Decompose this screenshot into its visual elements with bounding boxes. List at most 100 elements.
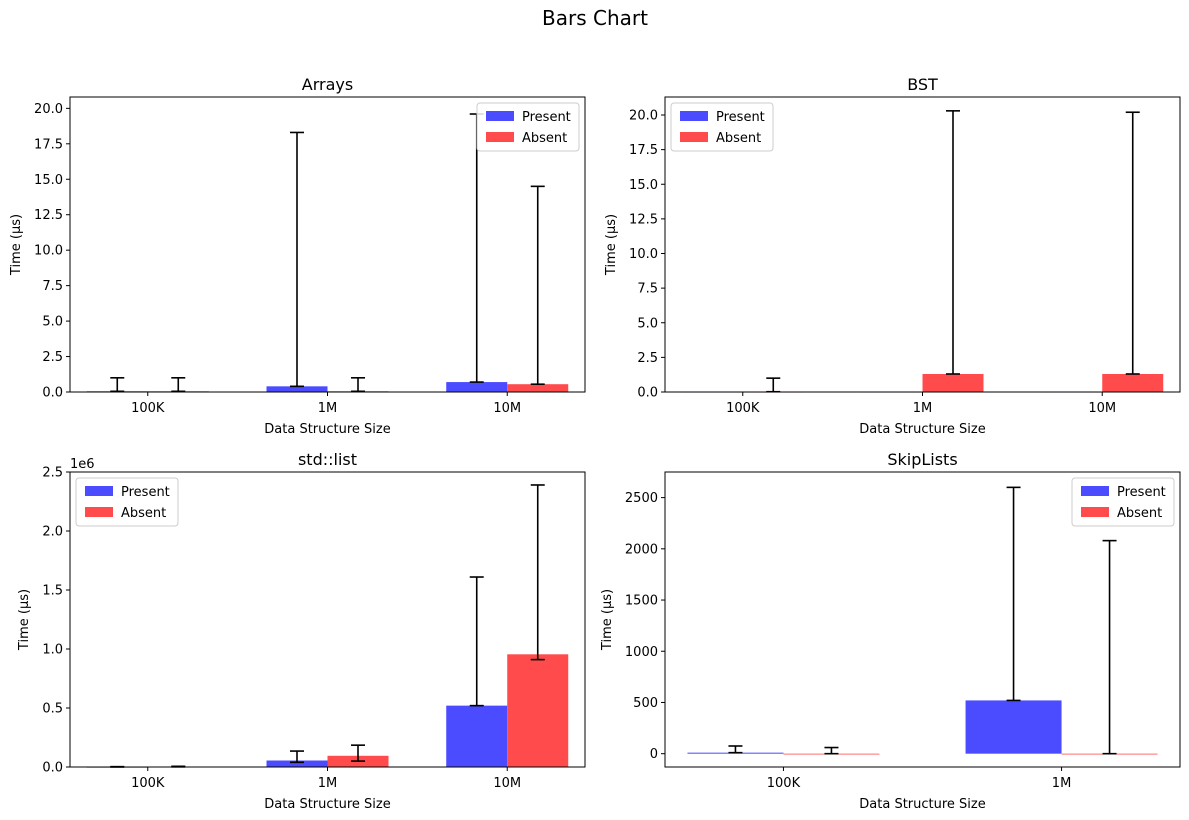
x-tick-label: 1M bbox=[913, 401, 933, 416]
subplot-1: 0.0 2.5 5.0 7.5 10.0 12.5 15.0 17.5 20.0 100K 1M 10… bbox=[604, 75, 1181, 437]
legend-label-absent: Absent bbox=[121, 506, 166, 521]
bar-present-10M bbox=[446, 705, 508, 767]
y-tick-label: 1.5 bbox=[42, 584, 63, 599]
subplot-0: 0.0 2.5 5.0 7.5 10.0 12.5 15.0 17.5 20.0 100K 1M 10… bbox=[9, 75, 586, 437]
y-tick-label: 2500 bbox=[625, 491, 658, 506]
errorbar-absent-1M bbox=[351, 744, 365, 762]
y-tick-label: 5.0 bbox=[42, 315, 63, 330]
y-tick-label: 17.5 bbox=[34, 137, 63, 152]
legend-swatch-present bbox=[486, 111, 514, 121]
errorbar-present-1M bbox=[290, 750, 304, 764]
y-tick-label: 500 bbox=[633, 696, 658, 711]
errorbar-present-100K bbox=[728, 745, 743, 754]
subplot-title: std::list bbox=[298, 450, 357, 469]
legend-label-absent: Absent bbox=[1117, 506, 1162, 521]
y-tick-label: 15.0 bbox=[629, 178, 658, 193]
y-tick-label: 2.0 bbox=[42, 525, 63, 540]
y-tick-label: 12.5 bbox=[629, 212, 658, 227]
y-tick-label: 20.0 bbox=[34, 102, 63, 117]
y-tick-label: 2.5 bbox=[637, 351, 658, 366]
y-tick-label: 10.0 bbox=[34, 244, 63, 259]
legend-label-absent: Absent bbox=[716, 131, 761, 146]
y-offset-label: 1e6 bbox=[70, 457, 95, 472]
errorbar-absent-1M bbox=[351, 377, 365, 393]
y-tick-label: 2000 bbox=[625, 542, 658, 557]
errorbar-absent-10M bbox=[530, 484, 545, 661]
y-axis-label: Time (µs) bbox=[600, 589, 615, 651]
subplot-title: SkipLists bbox=[887, 450, 957, 469]
errorbar-present-10M bbox=[469, 113, 484, 383]
y-tick-label: 0.0 bbox=[42, 761, 63, 776]
bar-present-1M bbox=[266, 760, 328, 767]
bar-absent-10M bbox=[507, 654, 569, 767]
y-tick-label: 1000 bbox=[625, 645, 658, 660]
y-tick-label: 7.5 bbox=[637, 282, 658, 297]
y-axis-label: Time (µs) bbox=[9, 214, 24, 276]
bar-present-10M bbox=[446, 382, 508, 392]
legend: Present Absent bbox=[670, 102, 774, 152]
errorbar-absent-10M bbox=[530, 185, 545, 385]
bar-present-1M bbox=[965, 700, 1062, 754]
subplot-3: 0 500 1000 1500 2000 2500 100K 1M SkipLists Data … bbox=[600, 450, 1181, 812]
legend: Present Absent bbox=[75, 477, 179, 527]
x-tick-label: 1M bbox=[318, 776, 338, 791]
x-tick-label: 100K bbox=[131, 776, 165, 791]
x-tick-label: 100K bbox=[131, 401, 165, 416]
y-tick-label: 5.0 bbox=[637, 316, 658, 331]
y-axis-label: Time (µs) bbox=[604, 214, 619, 276]
errorbar-present-100K bbox=[110, 377, 125, 393]
legend: Present Absent bbox=[1071, 477, 1175, 527]
x-axis-label: Data Structure Size bbox=[859, 797, 985, 812]
errorbar-absent-1M bbox=[946, 110, 960, 375]
legend-swatch-absent bbox=[680, 132, 708, 142]
bar-absent-10M bbox=[507, 384, 569, 392]
x-axis-label: Data Structure Size bbox=[264, 797, 390, 812]
legend-swatch-present bbox=[85, 486, 113, 496]
x-tick-label: 10M bbox=[493, 776, 521, 791]
y-tick-label: 2.5 bbox=[42, 350, 63, 365]
errorbar-present-1M bbox=[290, 131, 304, 388]
legend-label-present: Present bbox=[121, 485, 170, 500]
axes-frame bbox=[664, 471, 1181, 768]
legend-swatch-present bbox=[1081, 486, 1109, 496]
legend-swatch-present bbox=[680, 111, 708, 121]
legend: Present Absent bbox=[476, 102, 580, 152]
errorbar-absent-100K bbox=[171, 377, 186, 393]
legend-label-present: Present bbox=[716, 110, 765, 125]
y-tick-label: 0 bbox=[650, 747, 658, 762]
bar-absent-10M bbox=[1102, 373, 1164, 392]
legend-label-present: Present bbox=[522, 110, 571, 125]
y-tick-label: 0.0 bbox=[637, 386, 658, 401]
errorbar-present-1M bbox=[1006, 486, 1021, 702]
x-tick-label: 10M bbox=[1088, 401, 1116, 416]
y-tick-label: 2.5 bbox=[42, 466, 63, 481]
y-tick-label: 1500 bbox=[625, 594, 658, 609]
x-tick-label: 100K bbox=[726, 401, 760, 416]
bar-absent-1M bbox=[922, 373, 984, 392]
errorbar-absent-100K bbox=[766, 377, 781, 393]
x-tick-label: 1M bbox=[1052, 776, 1072, 791]
figure-title: Bars Chart bbox=[542, 6, 648, 30]
y-tick-label: 20.0 bbox=[629, 109, 658, 124]
x-tick-label: 100K bbox=[767, 776, 801, 791]
x-axis-label: Data Structure Size bbox=[859, 422, 985, 437]
y-tick-label: 15.0 bbox=[34, 173, 63, 188]
x-tick-label: 1M bbox=[318, 401, 338, 416]
legend-label-present: Present bbox=[1117, 485, 1166, 500]
y-tick-label: 0.0 bbox=[42, 386, 63, 401]
subplot-title: Arrays bbox=[302, 75, 353, 94]
x-tick-label: 10M bbox=[493, 401, 521, 416]
y-tick-label: 1.0 bbox=[42, 643, 63, 658]
legend-swatch-absent bbox=[85, 507, 113, 517]
errorbar-absent-100K bbox=[824, 746, 839, 755]
errorbar-absent-1M bbox=[1102, 539, 1117, 755]
y-axis-label: Time (µs) bbox=[17, 589, 32, 651]
y-tick-label: 17.5 bbox=[629, 143, 658, 158]
legend-swatch-absent bbox=[1081, 507, 1109, 517]
y-tick-label: 7.5 bbox=[42, 279, 63, 294]
y-tick-label: 12.5 bbox=[34, 208, 63, 223]
x-axis-label: Data Structure Size bbox=[264, 422, 390, 437]
